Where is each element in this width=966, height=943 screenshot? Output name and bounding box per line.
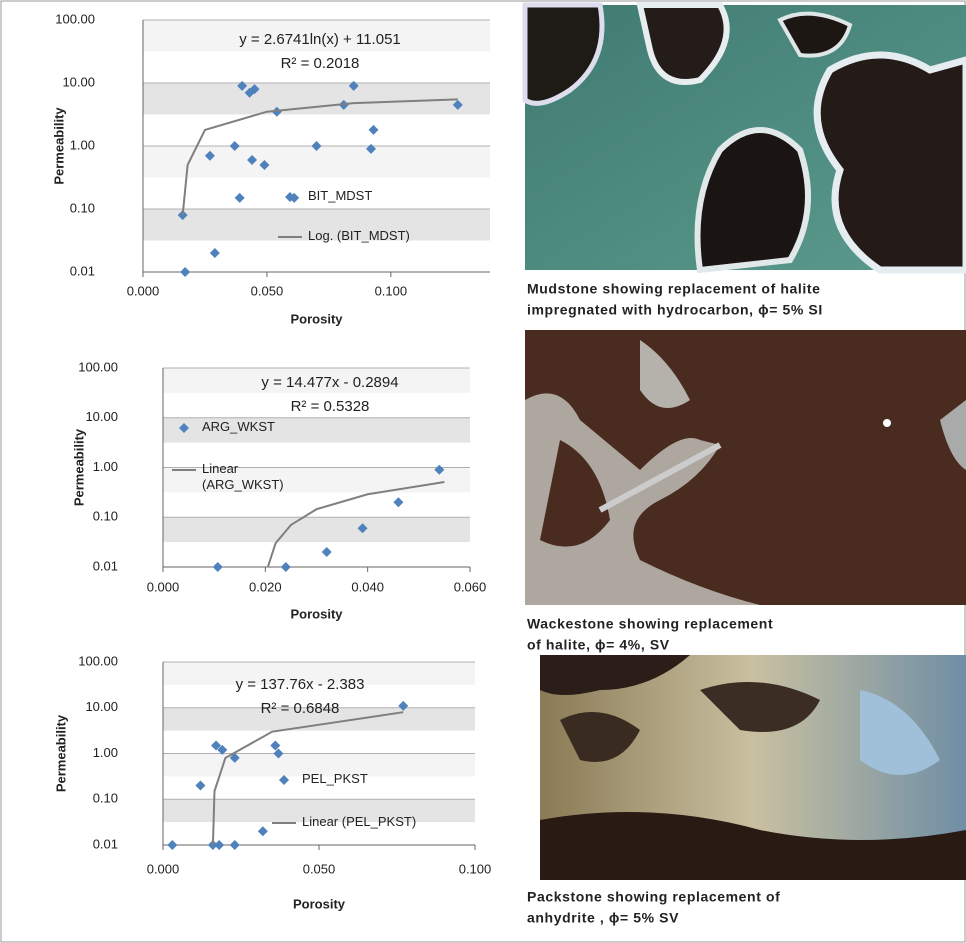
y-tick-label: 0.01 bbox=[93, 836, 118, 851]
x-tick-label: 0.050 bbox=[251, 283, 284, 298]
y-tick-label: 10.00 bbox=[85, 409, 118, 424]
y-tick-label: 1.00 bbox=[70, 137, 95, 152]
legend-label: Linear (PEL_PKST) bbox=[302, 814, 502, 830]
x-tick-label: 0.100 bbox=[375, 283, 408, 298]
y-tick-label: 0.10 bbox=[70, 200, 95, 215]
y-tick-label: 1.00 bbox=[93, 745, 118, 760]
y-tick-label: 0.10 bbox=[93, 791, 118, 806]
caption: Packstone showing replacement of bbox=[527, 889, 780, 905]
equation: y = 14.477x - 0.2894 bbox=[261, 374, 398, 391]
x-tick-label: 0.000 bbox=[147, 861, 180, 876]
band bbox=[163, 517, 470, 542]
caption: Wackestone showing replacement bbox=[527, 616, 773, 632]
y-axis-label: Permeability bbox=[53, 714, 68, 792]
legend-entry: BIT_MDST bbox=[308, 188, 508, 228]
y-tick-label: 100.00 bbox=[55, 11, 95, 26]
caption: anhydrite , ϕ= 5% SV bbox=[527, 910, 679, 926]
y-tick-label: 100.00 bbox=[78, 653, 118, 668]
equation: y = 137.76x - 2.383 bbox=[236, 676, 365, 693]
r-squared: R² = 0.6848 bbox=[261, 700, 340, 717]
legend-label: PEL_PKST bbox=[302, 771, 502, 787]
legend-label: ARG_WKST bbox=[202, 419, 292, 435]
caption: of halite, ϕ= 4%, SV bbox=[527, 637, 670, 653]
y-axis-label: Permeability bbox=[51, 107, 66, 185]
figure: 0.01 0.10 1.00 10.00 100.00 0.000 0.050 0.100 Po… bbox=[0, 0, 966, 943]
x-tick-label: 0.020 bbox=[249, 579, 282, 594]
x-tick-label: 0.000 bbox=[127, 283, 160, 298]
y-tick-label: 0.10 bbox=[93, 509, 118, 524]
x-axis-label: Porosity bbox=[290, 311, 343, 326]
legend-entry: Log. (BIT_MDST) bbox=[308, 228, 508, 268]
legend-entry: PEL_PKST bbox=[302, 771, 502, 811]
legend-label: BIT_MDST bbox=[308, 188, 508, 204]
equation: y = 2.6741ln(x) + 11.051 bbox=[239, 31, 401, 48]
r-squared: R² = 0.5328 bbox=[291, 398, 370, 415]
caption: Mudstone showing replacement of halite bbox=[527, 281, 821, 297]
legend-label: Linear (ARG_WKST) bbox=[202, 461, 292, 493]
y-tick-label: 0.01 bbox=[70, 263, 95, 278]
x-tick-label: 0.100 bbox=[459, 861, 492, 876]
x-tick-label: 0.040 bbox=[351, 579, 384, 594]
x-axis-label: Porosity bbox=[293, 896, 346, 911]
caption: impregnated with hydrocarbon, ϕ= 5% SI bbox=[527, 302, 823, 318]
x-axis-label: Porosity bbox=[290, 606, 343, 621]
legend-entry: Linear (PEL_PKST) bbox=[302, 814, 502, 854]
legend-label: Log. (BIT_MDST) bbox=[308, 228, 508, 244]
y-tick-label: 10.00 bbox=[62, 74, 95, 89]
y-axis-label: Permeability bbox=[71, 428, 86, 506]
r-squared: R² = 0.2018 bbox=[281, 55, 360, 72]
legend-entry: Linear (ARG_WKST) bbox=[202, 461, 292, 501]
y-tick-label: 1.00 bbox=[93, 459, 118, 474]
photo bbox=[525, 5, 966, 270]
x-tick-label: 0.000 bbox=[147, 579, 180, 594]
legend-entry: ARG_WKST bbox=[202, 419, 292, 459]
band bbox=[143, 83, 490, 115]
photo bbox=[525, 330, 966, 605]
y-tick-label: 10.00 bbox=[85, 699, 118, 714]
y-tick-label: 0.01 bbox=[93, 558, 118, 573]
photo bbox=[540, 655, 966, 880]
x-tick-label: 0.060 bbox=[454, 579, 487, 594]
y-tick-label: 100.00 bbox=[78, 359, 118, 374]
x-tick-label: 0.050 bbox=[303, 861, 336, 876]
